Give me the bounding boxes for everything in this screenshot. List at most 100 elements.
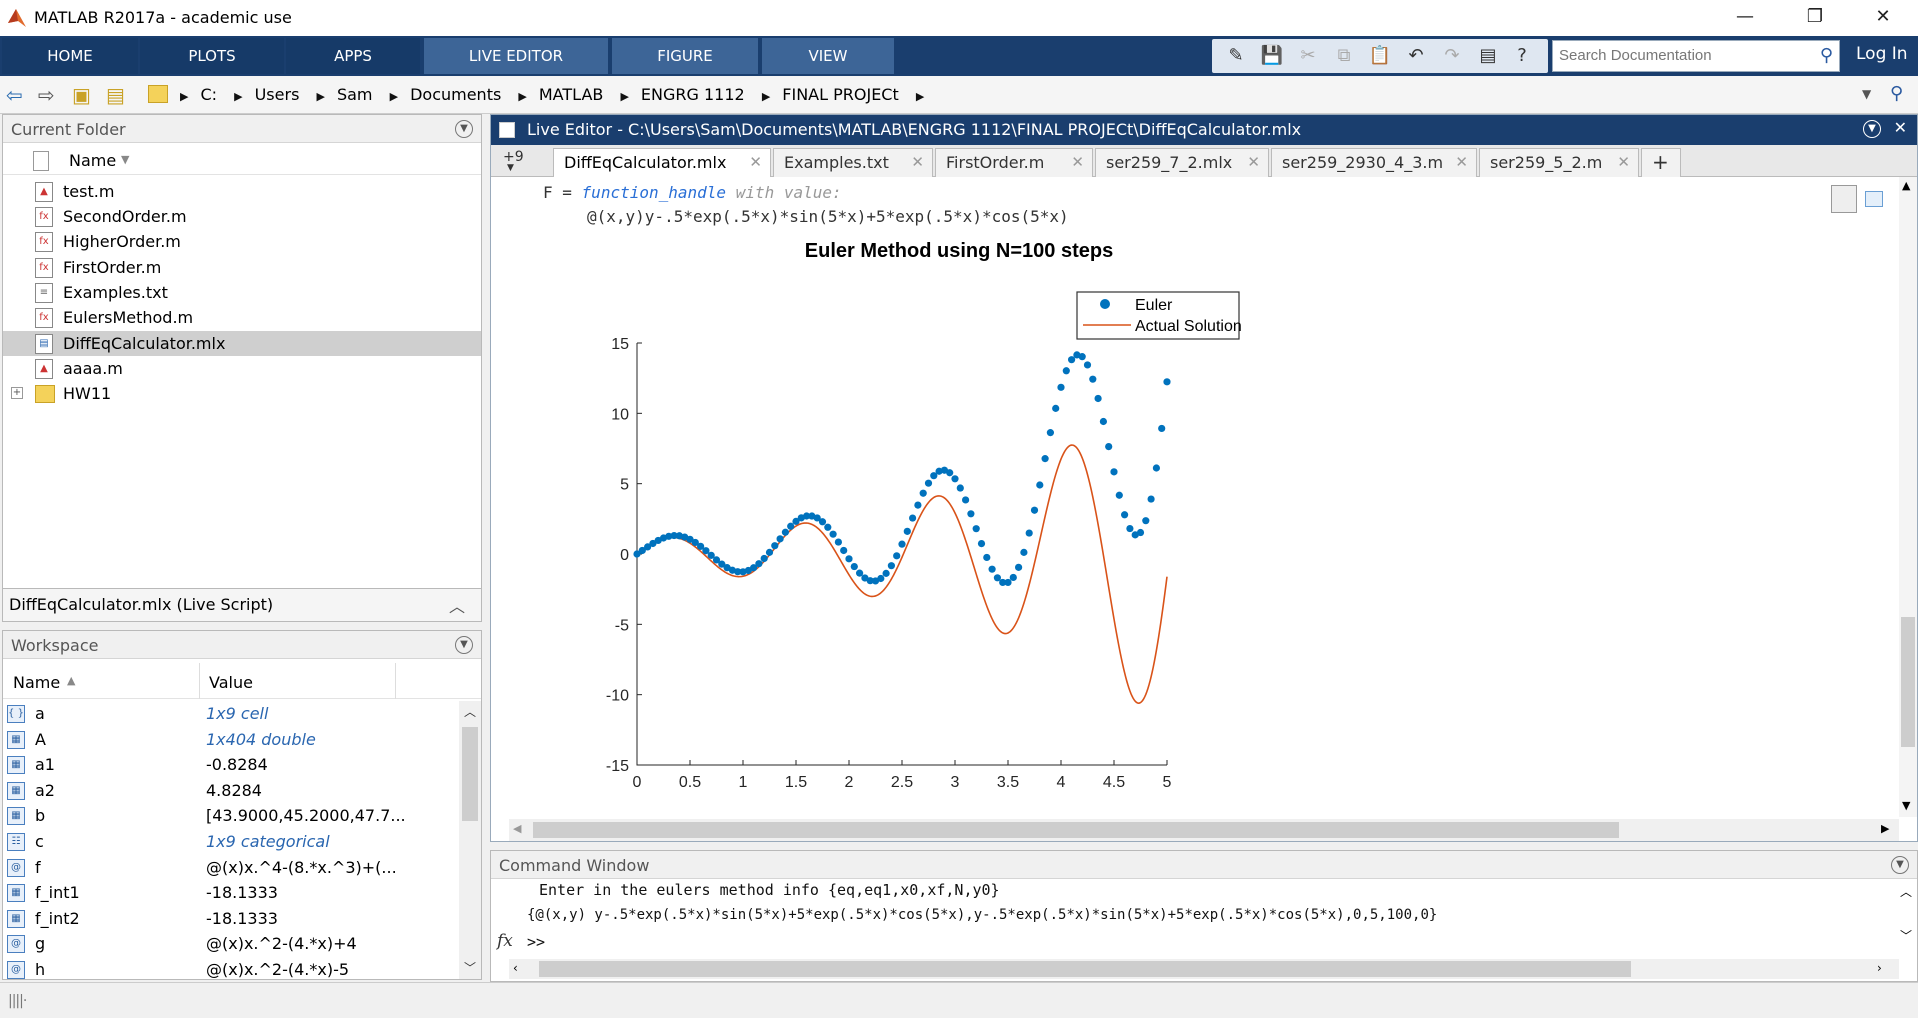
tab-examples[interactable]: Examples.txt ✕: [773, 148, 933, 177]
file-row[interactable]: fx HigherOrder.m: [3, 229, 481, 254]
tab-apps[interactable]: APPS: [286, 38, 420, 74]
output-inline-icon[interactable]: [1831, 185, 1857, 213]
restore-button[interactable]: ❐: [1806, 6, 1824, 27]
tab-plots[interactable]: PLOTS: [140, 38, 284, 74]
workspace-row[interactable]: @ g @(x)x.^2-(4.*x)+4: [3, 931, 463, 957]
search-icon[interactable]: ⚲: [1819, 45, 1833, 66]
name-column-header[interactable]: Name: [13, 673, 61, 692]
more-tabs-icon[interactable]: ▼: [507, 163, 514, 173]
scroll-left-icon[interactable]: ◀: [513, 822, 522, 835]
file-row[interactable]: fx FirstOrder.m: [3, 255, 481, 280]
close-tab-icon[interactable]: ✕: [911, 153, 924, 171]
scroll-up-icon[interactable]: ▲: [1902, 179, 1911, 192]
workspace-row[interactable]: @ f @(x)x.^4-(8.*x.^3)+(...: [3, 855, 463, 881]
scroll-down-icon[interactable]: ﹀: [464, 961, 477, 975]
scroll-right-icon[interactable]: ▶: [1881, 822, 1890, 835]
switch-windows-icon[interactable]: ▤: [1479, 45, 1497, 66]
expand-icon[interactable]: +: [11, 387, 23, 399]
details-bar[interactable]: DiffEqCalculator.mlx (Live Script) ︿: [2, 588, 482, 622]
file-row[interactable]: ▲ aaaa.m: [3, 356, 481, 381]
command-window-menu-icon[interactable]: ▼: [1891, 856, 1909, 874]
forward-icon[interactable]: ⇨: [38, 83, 55, 107]
workspace-menu-icon[interactable]: ▼: [455, 636, 473, 654]
command-scrollbar[interactable]: ︿ ﹀: [1897, 881, 1917, 951]
workspace-row[interactable]: { } a 1x9 cell: [3, 701, 463, 727]
crumb-users[interactable]: Users: [254, 85, 300, 104]
minimize-button[interactable]: —: [1736, 6, 1754, 27]
back-icon[interactable]: ⇦: [6, 83, 23, 107]
tab-ser259-5-2[interactable]: ser259_5_2.m ✕: [1479, 148, 1639, 177]
workspace-scrollbar[interactable]: ︿ ﹀: [459, 701, 481, 979]
file-row[interactable]: ▲ test.m: [3, 179, 481, 204]
undo-icon[interactable]: ↶: [1408, 45, 1424, 66]
tab-home[interactable]: HOME: [2, 38, 138, 74]
new-tab-button[interactable]: +: [1641, 148, 1681, 177]
crumb-c[interactable]: C:: [200, 85, 218, 104]
close-editor-icon[interactable]: ✕: [1893, 118, 1907, 137]
close-tab-icon[interactable]: ✕: [749, 153, 762, 171]
scroll-left-icon[interactable]: ‹: [513, 961, 518, 975]
output-right-icon[interactable]: [1861, 185, 1887, 213]
close-tab-icon[interactable]: ✕: [1247, 153, 1260, 171]
workspace-row[interactable]: ▦ f_int2 -18.1333: [3, 906, 463, 932]
function-browser-icon[interactable]: fx: [497, 931, 513, 951]
scroll-up-icon[interactable]: ︿: [1900, 885, 1913, 899]
scroll-up-icon[interactable]: ︿: [464, 705, 477, 719]
file-row[interactable]: ≡ Examples.txt: [3, 280, 481, 305]
file-row-selected[interactable]: ▤ DiffEqCalculator.mlx: [3, 331, 481, 356]
command-prompt[interactable]: >>: [527, 933, 546, 951]
file-row[interactable]: fx EulersMethod.m: [3, 305, 481, 330]
tab-live-editor[interactable]: LIVE EDITOR: [424, 38, 608, 74]
collapse-details-icon[interactable]: ︿: [449, 597, 466, 616]
euler-plot[interactable]: Euler Method using N=100 steps 151050-5-…: [591, 235, 1291, 795]
search-input[interactable]: [1559, 47, 1809, 64]
crumb-documents[interactable]: Documents: [410, 85, 502, 104]
current-folder-menu-icon[interactable]: ▼: [455, 120, 473, 138]
login-button[interactable]: Log In: [1856, 44, 1908, 64]
browse-folder-icon[interactable]: ▤: [106, 83, 125, 107]
workspace-row[interactable]: ▦ f_int1 -18.1333: [3, 880, 463, 906]
close-window-button[interactable]: ✕: [1875, 6, 1891, 27]
close-tab-icon[interactable]: ✕: [1071, 153, 1084, 171]
workspace-row[interactable]: ▦ a1 -0.8284: [3, 752, 463, 778]
tab-ser259-2930[interactable]: ser259_2930_4_3.m ✕: [1271, 148, 1477, 177]
workspace-row[interactable]: @ h @(x)x.^2-(4.*x)-5: [3, 957, 463, 983]
path-search-icon[interactable]: ⚲: [1890, 83, 1904, 104]
editor-horizontal-scrollbar[interactable]: ◀ ▶: [509, 819, 1899, 841]
paste-icon[interactable]: 📋: [1368, 45, 1392, 66]
workspace-row[interactable]: ☷ c 1x9 categorical: [3, 829, 463, 855]
scroll-thumb[interactable]: [539, 961, 1631, 977]
redo-icon[interactable]: ↷: [1444, 45, 1460, 66]
workspace-row[interactable]: ▦ A 1x404 double: [3, 727, 463, 753]
path-dropdown-icon[interactable]: ▼: [1862, 87, 1872, 101]
editor-menu-icon[interactable]: ▼: [1863, 120, 1881, 138]
scroll-right-icon[interactable]: ›: [1877, 961, 1882, 975]
command-horizontal-scrollbar[interactable]: ‹ ›: [509, 959, 1899, 979]
crumb-sam[interactable]: Sam: [336, 85, 373, 104]
editor-vertical-scrollbar[interactable]: ▲ ▼: [1899, 177, 1917, 817]
save-icon[interactable]: 💾: [1260, 45, 1284, 66]
more-tabs-button[interactable]: +9: [503, 149, 524, 165]
help-icon[interactable]: ?: [1517, 45, 1527, 66]
scroll-down-icon[interactable]: ﹀: [1900, 929, 1913, 943]
scroll-thumb[interactable]: [533, 822, 1619, 838]
workspace-row[interactable]: ▦ b [43.9000,45.2000,47.7...: [3, 803, 463, 829]
tab-ser259-7-2[interactable]: ser259_7_2.mlx ✕: [1095, 148, 1269, 177]
crumb-matlab[interactable]: MATLAB: [538, 85, 604, 104]
close-tab-icon[interactable]: ✕: [1455, 153, 1468, 171]
crumb-engrg[interactable]: ENGRG 1112: [640, 85, 745, 104]
up-folder-icon[interactable]: ▣: [72, 83, 91, 107]
tab-view[interactable]: VIEW: [762, 38, 894, 74]
value-column-header[interactable]: Value: [209, 673, 253, 692]
crumb-final-project[interactable]: FINAL PROJECt: [782, 85, 899, 104]
cut-icon[interactable]: ✂: [1300, 45, 1316, 66]
copy-icon[interactable]: ⧉: [1337, 45, 1351, 66]
file-row[interactable]: fx SecondOrder.m: [3, 204, 481, 229]
folder-row[interactable]: + HW11: [11, 384, 112, 403]
tab-diffeqcalculator[interactable]: DiffEqCalculator.mlx ✕: [553, 148, 771, 177]
scroll-thumb[interactable]: [1901, 617, 1915, 747]
tab-figure[interactable]: FIGURE: [612, 38, 758, 74]
scroll-thumb[interactable]: [462, 727, 478, 821]
scroll-down-icon[interactable]: ▼: [1902, 799, 1911, 812]
workspace-row[interactable]: ▦ a2 4.8284: [3, 778, 463, 804]
